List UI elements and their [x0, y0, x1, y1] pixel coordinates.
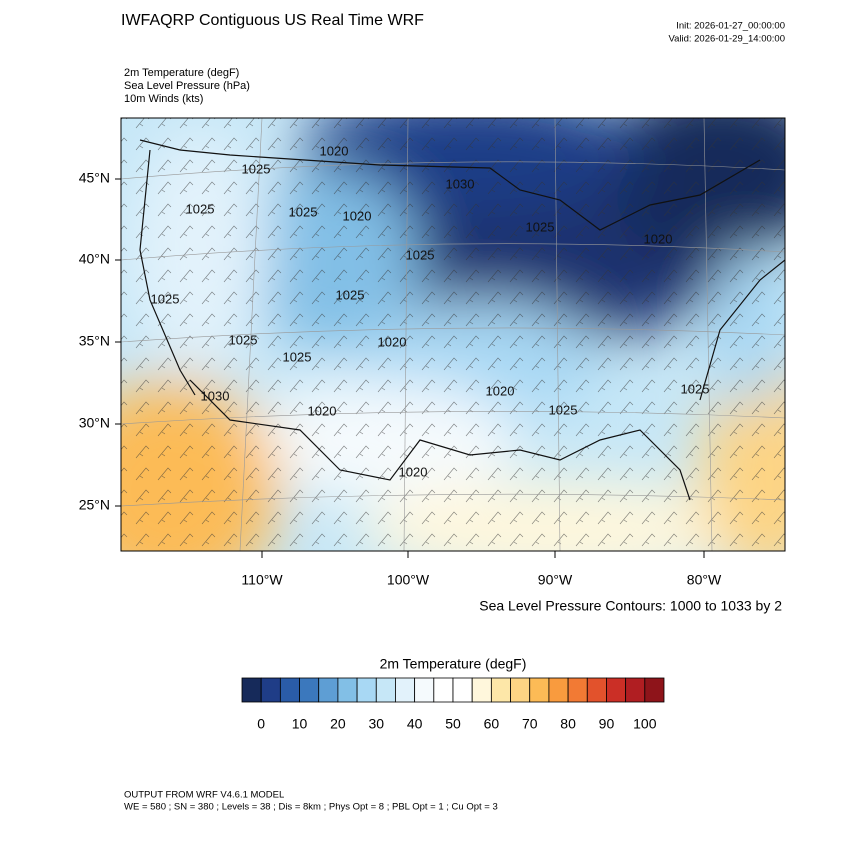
lat-label: 35°N [79, 333, 110, 349]
contour-label: 1020 [399, 464, 428, 479]
contour-label: 1025 [406, 247, 435, 262]
colorbar-box [375, 677, 396, 703]
colorbar-title: 2m Temperature (degF) [380, 656, 527, 672]
lat-label: 25°N [79, 497, 110, 513]
contour-label: 1020 [378, 334, 407, 349]
colorbar-label: 20 [330, 716, 346, 732]
lat-label: 30°N [79, 415, 110, 431]
map-field [121, 118, 785, 551]
lon-label: 80°W [687, 572, 722, 588]
footer-line: OUTPUT FROM WRF V4.6.1 MODEL [124, 790, 284, 801]
contour-label: 1020 [486, 383, 515, 398]
colorbar-label: 70 [522, 716, 538, 732]
colorbar-label: 0 [257, 716, 265, 732]
footer-line: WE = 580 ; SN = 380 ; Levels = 38 ; Dis … [124, 802, 498, 813]
colorbar-label: 10 [292, 716, 308, 732]
contour-label: 1030 [446, 176, 475, 191]
map-frame [120, 117, 786, 552]
lon-label: 90°W [538, 572, 573, 588]
colorbar-label: 90 [599, 716, 615, 732]
lon-label: 110°W [241, 572, 283, 588]
contour-label: 1020 [308, 403, 337, 418]
colorbar-box [548, 677, 569, 703]
contour-label: 1020 [320, 143, 349, 158]
colorbar-box [279, 677, 300, 703]
colorbar-box [260, 677, 281, 703]
colorbar-box [356, 677, 377, 703]
contour-label: 1025 [336, 287, 365, 302]
colorbar-box [625, 677, 646, 703]
colorbar-label: 40 [407, 716, 423, 732]
colorbar-box [606, 677, 627, 703]
contour-label: 1020 [644, 231, 673, 246]
colorbar-label: 60 [484, 716, 500, 732]
colorbar-box [490, 677, 511, 703]
colorbar-box [433, 677, 454, 703]
contour-label: 1025 [242, 161, 271, 176]
colorbar-label: 50 [445, 716, 461, 732]
title: IWFAQRP Contiguous US Real Time WRF [121, 12, 424, 29]
colorbar-box [529, 677, 550, 703]
colorbar-label: 80 [560, 716, 576, 732]
colorbar-box [395, 677, 416, 703]
contour-label: 1025 [681, 381, 710, 396]
contour-label: 1030 [201, 388, 230, 403]
colorbar-box [471, 677, 492, 703]
colorbar-box [414, 677, 435, 703]
colorbar-box [241, 677, 262, 703]
lat-label: 45°N [79, 170, 110, 186]
init-time: Init: 2026-01-27_00:00:00 [676, 21, 785, 32]
contour-label: 1025 [289, 204, 318, 219]
contour-label: 1025 [186, 201, 215, 216]
valid-time: Valid: 2026-01-29_14:00:00 [668, 34, 785, 45]
colorbar-box [299, 677, 320, 703]
colorbar-box [452, 677, 473, 703]
field-label: 2m Temperature (degF) [124, 67, 239, 79]
contour-label: 1025 [526, 219, 555, 234]
colorbar-box [510, 677, 531, 703]
colorbar: 0 10 20 30 40 50 60 70 80 90 100 [241, 677, 665, 732]
contour-label: 1025 [549, 402, 578, 417]
colorbar-box [586, 677, 607, 703]
contour-label: 1020 [343, 208, 372, 223]
contour-label: 1025 [151, 291, 180, 306]
colorbar-label: 30 [368, 716, 384, 732]
colorbar-box [318, 677, 339, 703]
colorbar-box [567, 677, 588, 703]
field-label: 10m Winds (kts) [124, 93, 203, 105]
colorbar-label: 100 [633, 716, 657, 732]
colorbar-box [337, 677, 358, 703]
colorbar-box [644, 677, 665, 703]
contour-label: 1025 [229, 332, 258, 347]
contour-label: 1025 [283, 349, 312, 364]
field-label: Sea Level Pressure (hPa) [124, 80, 250, 92]
map-labels: 45°N 40°N 35°N 30°N 25°N 110°W 100°W 90°W 80°W 10… [79, 143, 722, 587]
contour-note: Sea Level Pressure Contours: 1000 to 103… [479, 598, 782, 614]
lon-label: 100°W [387, 572, 430, 588]
lat-label: 40°N [79, 251, 110, 267]
